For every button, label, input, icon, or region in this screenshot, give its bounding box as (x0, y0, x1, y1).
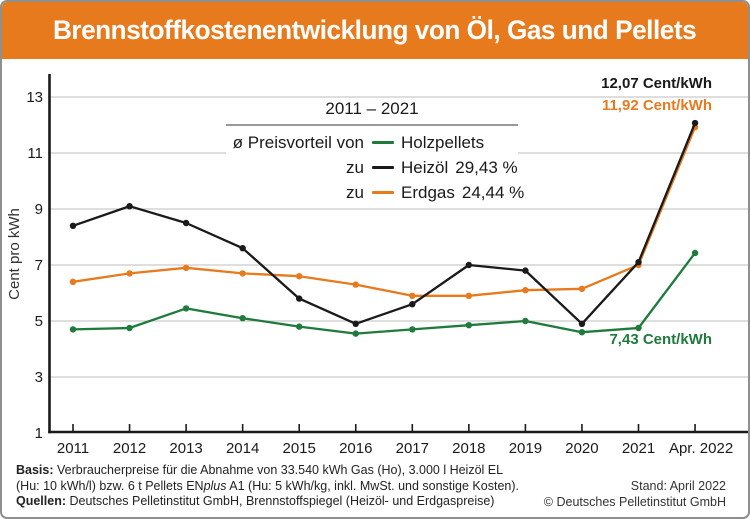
data-point-holzpellets (635, 324, 642, 332)
legend-row-heizoel: zu Heizöl 29,43 % (226, 155, 518, 180)
data-point-erdgas (182, 264, 190, 271)
data-point-holzpellets (352, 330, 359, 337)
data-point-heizoel (691, 119, 699, 127)
x-tick-label: 2011 (57, 440, 89, 457)
basis-label: Basis: (16, 463, 54, 477)
data-point-erdgas (409, 292, 416, 299)
quellen-text: Deutsches Pelletinstitut GmbH, Brennstof… (66, 494, 495, 508)
stand-date: Stand: April 2022 (630, 479, 726, 493)
data-point-holzpellets (69, 326, 77, 333)
legend-label: Erdgas (401, 182, 455, 202)
erdgas-line-swatch (372, 191, 394, 194)
basis-line-2: (Hu: 10 kWh/l) bzw. 6 t Pellets ENplus A… (16, 479, 556, 495)
heizoel-value-label: 12,07 Cent/kWh (601, 75, 712, 92)
pellets-value-label: 7,43 Cent/kWh (609, 331, 712, 348)
data-point-heizoel (409, 301, 416, 308)
data-point-holzpellets (578, 329, 586, 336)
y-tick-label: 7 (35, 257, 43, 274)
data-point-heizoel (296, 295, 303, 302)
data-point-erdgas (239, 270, 246, 277)
copyright-text: © Deutsches Pelletinstitut GmbH (543, 494, 726, 509)
y-tick-label: 9 (35, 201, 43, 218)
data-point-holzpellets (691, 249, 699, 257)
series-line-erdgas (72, 126, 697, 297)
x-tick-label: 2016 (339, 440, 372, 457)
y-tick-label: 13 (26, 89, 43, 106)
x-tick-label: Apr. 2022 (669, 440, 733, 457)
quellen-line: Quellen: Deutsches Pelletinstitut GmbH, … (16, 494, 556, 510)
x-tick-label: 2019 (509, 440, 542, 457)
y-tick-label: 11 (27, 145, 43, 162)
data-point-heizoel (182, 219, 190, 227)
x-tick-label: 2015 (283, 440, 316, 457)
series-line-holzpellets (72, 252, 696, 335)
basis-line-1: Basis: Verbraucherpreise für die Abnahme… (16, 463, 556, 479)
data-point-holzpellets (239, 315, 246, 322)
data-point-heizoel (239, 245, 246, 252)
legend-row-erdgas: zu Erdgas 24,44 % (226, 180, 524, 205)
data-point-heizoel (69, 222, 77, 229)
data-point-holzpellets (296, 323, 303, 330)
legend-value: 24,44 % (461, 182, 525, 202)
y-tick-label: 1 (35, 425, 43, 442)
data-point-holzpellets (182, 305, 190, 312)
data-point-holzpellets (522, 317, 529, 325)
data-point-heizoel (522, 267, 529, 274)
holzpellets-line-swatch (372, 141, 394, 144)
legend-label: Holzpellets (401, 132, 485, 152)
data-point-heizoel (578, 320, 586, 327)
data-point-erdgas (465, 292, 473, 299)
legend-label: Heizöl (401, 157, 449, 177)
series-line-heizoel (72, 122, 697, 325)
data-point-holzpellets (409, 326, 416, 333)
data-point-erdgas (352, 281, 359, 288)
basis-text-1: Verbraucherpreise für die Abnahme von 33… (53, 463, 504, 477)
data-point-erdgas (296, 273, 303, 280)
legend-rows: ø Preisvorteil von Holzpellets zu Heizöl… (226, 130, 525, 205)
legend-prefix: zu (346, 157, 364, 177)
legend-value: 29,43 % (455, 157, 518, 177)
x-tick-label: 2021 (622, 440, 655, 457)
data-point-erdgas (578, 285, 586, 292)
data-point-heizoel (126, 203, 133, 210)
data-point-heizoel (635, 259, 642, 266)
footer-stand-copyright: Stand: April 2022 © Deutsches Pelletinst… (544, 479, 726, 510)
y-axis-title: Cent pro kWh (6, 208, 23, 300)
data-point-heizoel (352, 320, 359, 327)
data-point-heizoel (465, 261, 473, 269)
data-point-erdgas (522, 287, 529, 294)
legend-period: 2011 – 2021 (226, 99, 518, 126)
basis-text-2a: (Hu: 10 kWh/l) bzw. 6 t Pellets EN (16, 478, 204, 493)
legend-prefix: ø Preisvorteil von (232, 132, 364, 152)
footer-basis-quellen: Basis: Verbraucherpreise für die Abnahme… (16, 463, 556, 510)
basis-text-italic: plus (203, 478, 227, 493)
chart-legend: 2011 – 2021 ø Preisvorteil von Holzpelle… (226, 99, 525, 205)
data-point-erdgas (69, 278, 77, 285)
legend-row-holzpellets: ø Preisvorteil von Holzpellets (226, 130, 518, 155)
header-bar: Brennstoffkostenentwicklung von Öl, Gas … (2, 2, 748, 59)
heizoel-line-swatch (372, 166, 394, 169)
data-point-holzpellets (126, 324, 133, 332)
erdgas-value-label: 11,92 Cent/kWh (601, 97, 712, 114)
x-tick-label: 2013 (169, 440, 202, 457)
legend-prefix: zu (346, 182, 364, 202)
basis-text-2b: A1 (Hu: 5 kWh/kg, inkl. MwSt. und sonsti… (226, 478, 519, 493)
x-tick-label: 2018 (452, 440, 485, 457)
data-point-erdgas (126, 270, 133, 277)
x-tick-label: 2020 (565, 440, 598, 457)
y-tick-label: 3 (35, 369, 43, 386)
x-tick-label: 2012 (113, 440, 146, 457)
y-tick-label: 5 (35, 313, 43, 330)
x-tick-label: 2014 (226, 440, 259, 457)
data-point-holzpellets (465, 322, 473, 329)
x-tick-label: 2017 (396, 440, 429, 457)
page-title: Brennstoffkostenentwicklung von Öl, Gas … (53, 15, 697, 45)
quellen-label: Quellen: (16, 494, 67, 508)
